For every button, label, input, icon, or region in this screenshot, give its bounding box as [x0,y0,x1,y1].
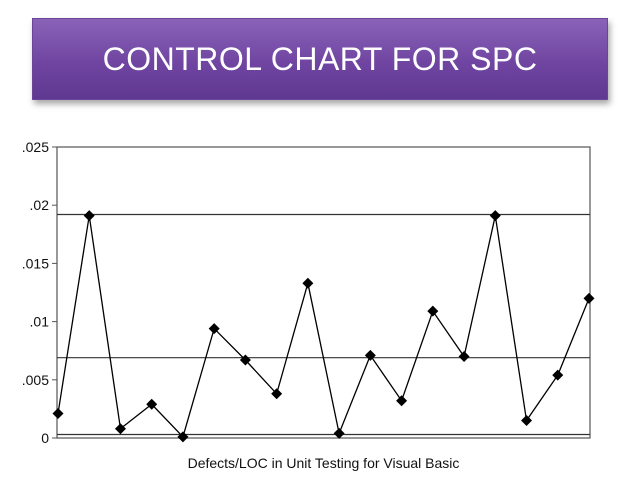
series-line [57,215,590,439]
data-point-marker [489,210,501,222]
title-banner: CONTROL CHART FOR SPC [32,18,608,100]
data-point-marker [52,408,64,420]
control-limits [57,213,590,436]
y-tick-label: .015 [22,255,49,271]
slide-title: CONTROL CHART FOR SPC [102,40,538,77]
y-tick-label: .025 [22,139,49,155]
y-tick-label: 0 [41,430,49,446]
y-axis: 0 .005 .01 .015 .02 .025 [22,139,57,446]
data-point-marker [239,354,251,366]
plot-frame [56,146,591,439]
data-point-marker [271,388,283,400]
y-tick-label: .005 [22,372,49,388]
data-point-marker [83,210,95,222]
data-point-marker [396,395,408,407]
data-point-marker [333,427,345,439]
data-point-marker [208,323,220,335]
x-axis-label: Defects/LOC in Unit Testing for Visual B… [188,455,460,471]
data-point-marker [114,423,126,435]
data-point-marker [458,351,470,363]
data-point-marker [146,398,158,410]
data-point-marker [521,415,533,427]
data-point-marker [552,369,564,381]
data-point-marker [177,431,189,443]
data-point-marker [583,292,595,304]
data-series [52,210,595,443]
y-tick-label: .02 [30,197,50,213]
data-point-marker [364,349,376,361]
data-point-marker [302,277,314,289]
data-point-marker [427,305,439,317]
y-tick-label: .01 [30,314,50,330]
